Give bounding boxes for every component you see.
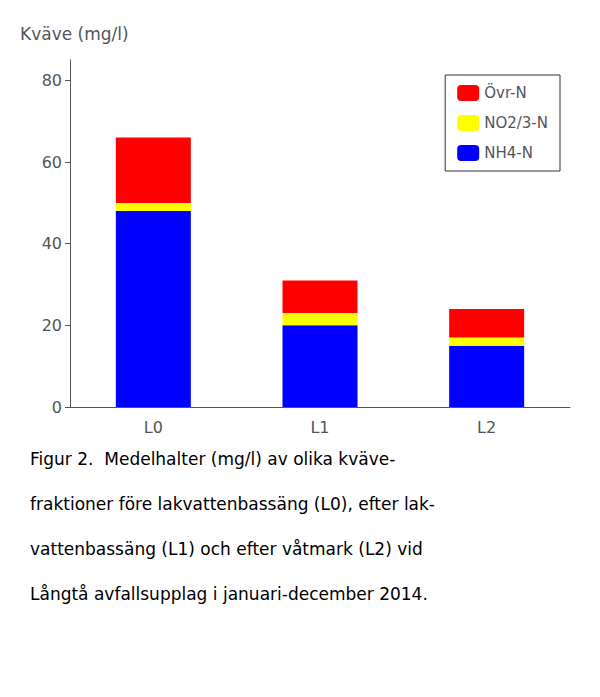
svg-text:Övr-N: Övr-N bbox=[484, 83, 527, 102]
svg-text:60: 60 bbox=[42, 153, 62, 172]
svg-text:NO2/3-N: NO2/3-N bbox=[484, 114, 548, 132]
svg-text:Kväve (mg/l): Kväve (mg/l) bbox=[20, 24, 129, 44]
svg-text:Långtå avfallsupplag i januari: Långtå avfallsupplag i januari-december … bbox=[30, 584, 428, 604]
svg-text:vattenbassäng (L1) och efter v: vattenbassäng (L1) och efter våtmark (L2… bbox=[30, 539, 423, 559]
svg-text:fraktioner före lakvattenbassä: fraktioner före lakvattenbassäng (L0), e… bbox=[30, 494, 435, 514]
svg-text:Figur 2. Medelhalter (mg/l) a: Figur 2. Medelhalter (mg/l) av olika kvä… bbox=[30, 449, 395, 469]
svg-text:20: 20 bbox=[42, 316, 62, 335]
svg-text:L1: L1 bbox=[310, 418, 329, 437]
svg-text:L2: L2 bbox=[477, 418, 496, 437]
svg-text:0: 0 bbox=[52, 398, 62, 417]
svg-text:NH4-N: NH4-N bbox=[484, 144, 533, 162]
svg-text:L0: L0 bbox=[144, 418, 163, 437]
svg-text:40: 40 bbox=[42, 234, 62, 253]
svg-text:80: 80 bbox=[42, 71, 62, 90]
